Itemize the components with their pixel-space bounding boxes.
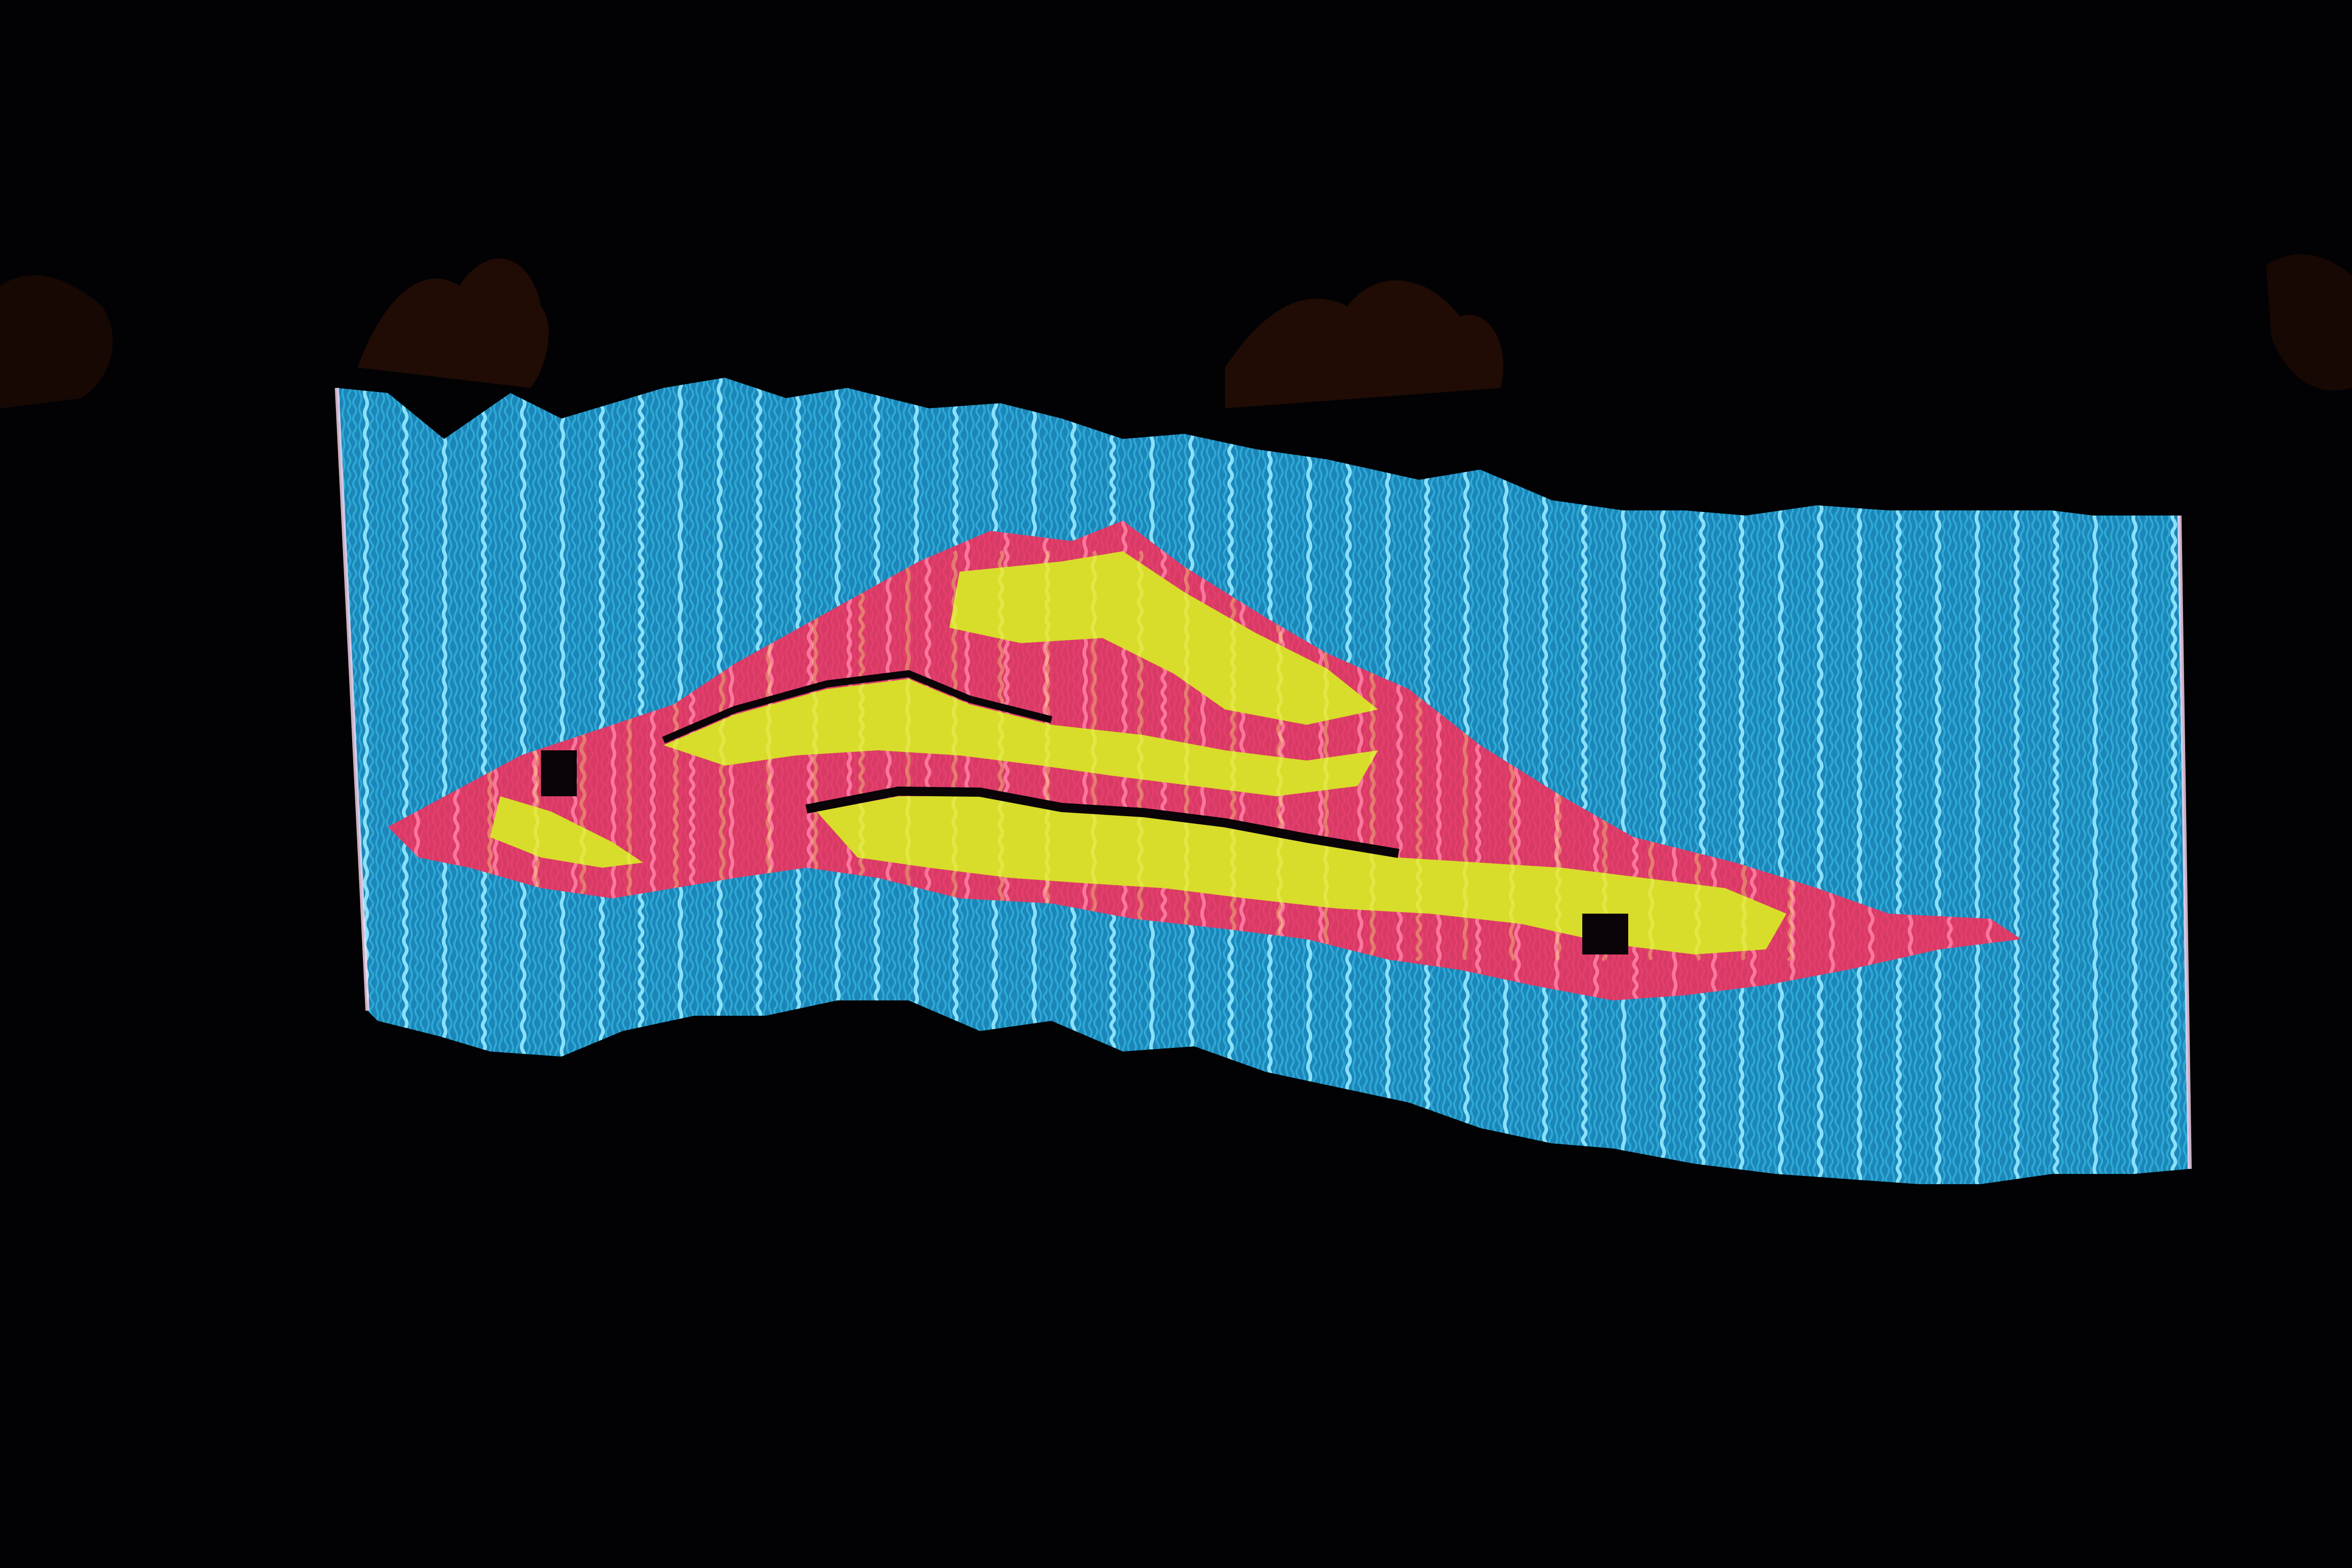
dark-gap-eye <box>1582 914 1628 954</box>
yellow-trail-line <box>1186 551 1188 960</box>
yellow-trail-line <box>960 551 963 960</box>
yellow-trail-line <box>1066 551 1068 960</box>
yellow-trail-line <box>1039 551 1042 960</box>
yellow-trail-line <box>1172 551 1175 960</box>
yellow-trail-line <box>1119 551 1122 960</box>
yellow-trail-line <box>1252 551 1255 960</box>
yellow-trail-line <box>1013 551 1016 960</box>
yellow-trail-line <box>987 551 989 960</box>
yellow-trail-line <box>1046 551 1048 960</box>
yellow-trail-line <box>1146 551 1148 960</box>
yellow-trail-line <box>1198 551 1202 960</box>
yellow-trail-line <box>1093 551 1095 960</box>
dark-gap-tail <box>541 750 577 796</box>
yellow-trail-line <box>1226 551 1228 960</box>
